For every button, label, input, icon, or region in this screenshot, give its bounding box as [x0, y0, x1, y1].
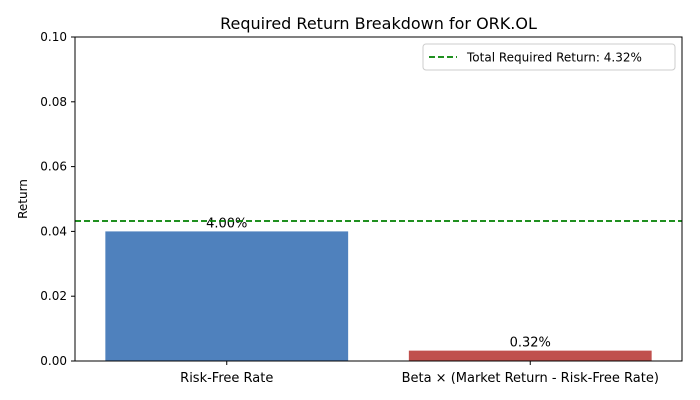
legend-label: Total Required Return: 4.32%: [466, 51, 642, 65]
y-tick-label: 0.06: [40, 160, 67, 174]
bar-value-label: 4.00%: [206, 216, 247, 231]
y-tick-label: 0.02: [40, 289, 67, 303]
legend-box: [422, 43, 676, 71]
bars-layer: 4.00% 0.32%: [105, 216, 652, 361]
bar: [408, 350, 652, 361]
plot-frame: [74, 36, 683, 362]
y-tick-label: 0.10: [40, 30, 67, 44]
legend: Total Required Return: 4.32%: [422, 43, 676, 71]
x-tick-label: Risk-Free Rate: [180, 371, 273, 386]
bar: [105, 231, 349, 361]
bar-value-label: 0.32%: [510, 336, 551, 351]
x-tick-label: Beta × (Market Return - Risk-Free Rate): [402, 371, 659, 386]
y-tick-label: 0.04: [40, 224, 67, 238]
y-tick-label: 0.00: [40, 354, 67, 368]
y-axis-label: Return: [16, 179, 30, 219]
chart-title: Required Return Breakdown for ORK.OL: [220, 14, 537, 33]
ticks-layer: 0.00 0.02 0.04 0.06 0.08 0.10 Risk-Free Rate Be…: [40, 30, 659, 386]
y-tick-label: 0.08: [40, 95, 67, 109]
